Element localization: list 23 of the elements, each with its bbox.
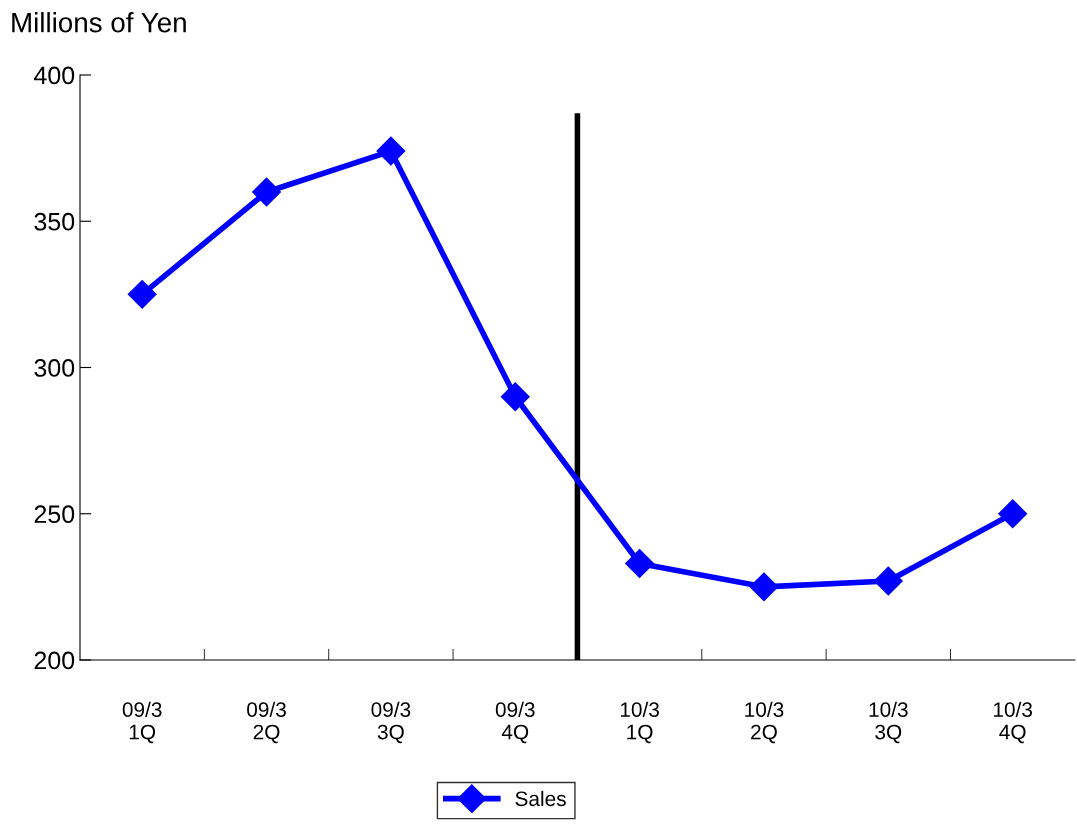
- y-axis-title: Millions of Yen: [12, 12, 186, 33]
- x-tick-label: 10/3 4Q: [993, 701, 1033, 744]
- point: [127, 279, 157, 309]
- point: [625, 549, 655, 578]
- x-tick-label: 10/3 2Q: [745, 701, 784, 744]
- y-tick-label: 350: [34, 212, 75, 231]
- x-tick-label: 09/3 2Q: [247, 701, 286, 744]
- x-tick-label: 10/3 3Q: [869, 701, 908, 744]
- y-tick-label: 300: [34, 359, 75, 377]
- x-tick-label: 09/3 4Q: [495, 701, 535, 744]
- point: [749, 572, 779, 602]
- point: [500, 382, 530, 412]
- point: [252, 177, 281, 207]
- y-tick-label: 400: [34, 66, 75, 85]
- x-tick-label: 09/3 3Q: [371, 701, 411, 744]
- point: [376, 136, 406, 166]
- legend-label: Sales: [515, 790, 566, 807]
- x-tick-label: 09/3 1Q: [122, 701, 162, 744]
- point: [873, 566, 903, 596]
- y-tick-label: 200: [34, 651, 75, 670]
- y-tick-label: 250: [34, 505, 75, 524]
- x-tick-label: 10/3 1Q: [620, 701, 659, 744]
- point: [998, 499, 1028, 529]
